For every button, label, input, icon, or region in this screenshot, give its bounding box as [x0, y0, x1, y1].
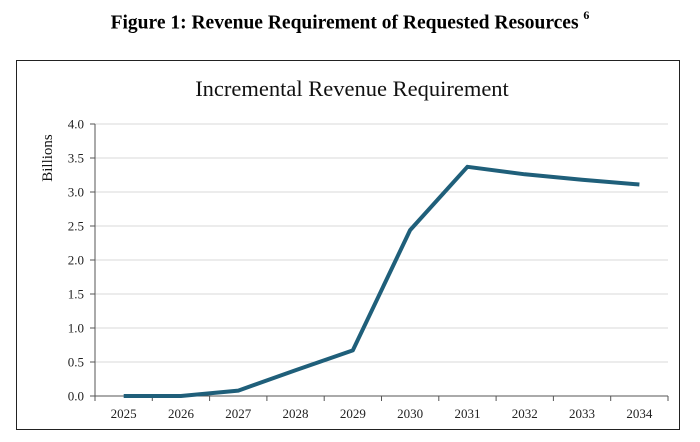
series-line [123, 164, 640, 398]
x-tick-label: 2029 [340, 406, 366, 421]
y-tick-labels: 0.0 0.5 1.0 1.5 2.0 2.5 3.0 3.5 4.0 [68, 117, 84, 404]
figure-caption-text: Figure 1: Revenue Requirement of Request… [110, 12, 579, 34]
x-tick-label: 2031 [454, 406, 480, 421]
y-tick-label: 0.0 [68, 389, 84, 404]
x-tick-label: 2025 [111, 406, 137, 421]
x-tick-label: 2027 [225, 406, 252, 421]
y-axis-label: Billions [40, 134, 56, 182]
y-tick-label: 1.5 [68, 287, 84, 302]
gridlines [95, 123, 668, 363]
axes [90, 123, 669, 401]
y-tick-label: 3.5 [68, 151, 84, 166]
x-tick-labels: 2025 2026 2027 2028 2029 2030 2031 2032 2033 2034 [111, 406, 653, 421]
x-tick-label: 2032 [512, 406, 538, 421]
chart-title: Incremental Revenue Requirement [195, 76, 509, 101]
y-tick-label: 3.0 [68, 185, 84, 200]
series-group [123, 164, 640, 398]
x-tick-label: 2026 [168, 406, 195, 421]
y-tick-label: 4.0 [68, 117, 84, 132]
figure-caption: Figure 1: Revenue Requirement of Request… [0, 8, 700, 35]
x-tick-label: 2028 [283, 406, 309, 421]
footnote-marker: 6 [583, 8, 590, 22]
x-tick-label: 2034 [626, 406, 653, 421]
y-tick-label: 2.5 [68, 219, 84, 234]
x-tick-label: 2030 [397, 406, 423, 421]
chart-frame [16, 60, 680, 430]
x-tick-label: 2033 [569, 406, 595, 421]
y-tick-label: 2.0 [68, 253, 84, 268]
y-tick-label: 0.5 [68, 355, 84, 370]
y-tick-label: 1.0 [68, 321, 84, 336]
